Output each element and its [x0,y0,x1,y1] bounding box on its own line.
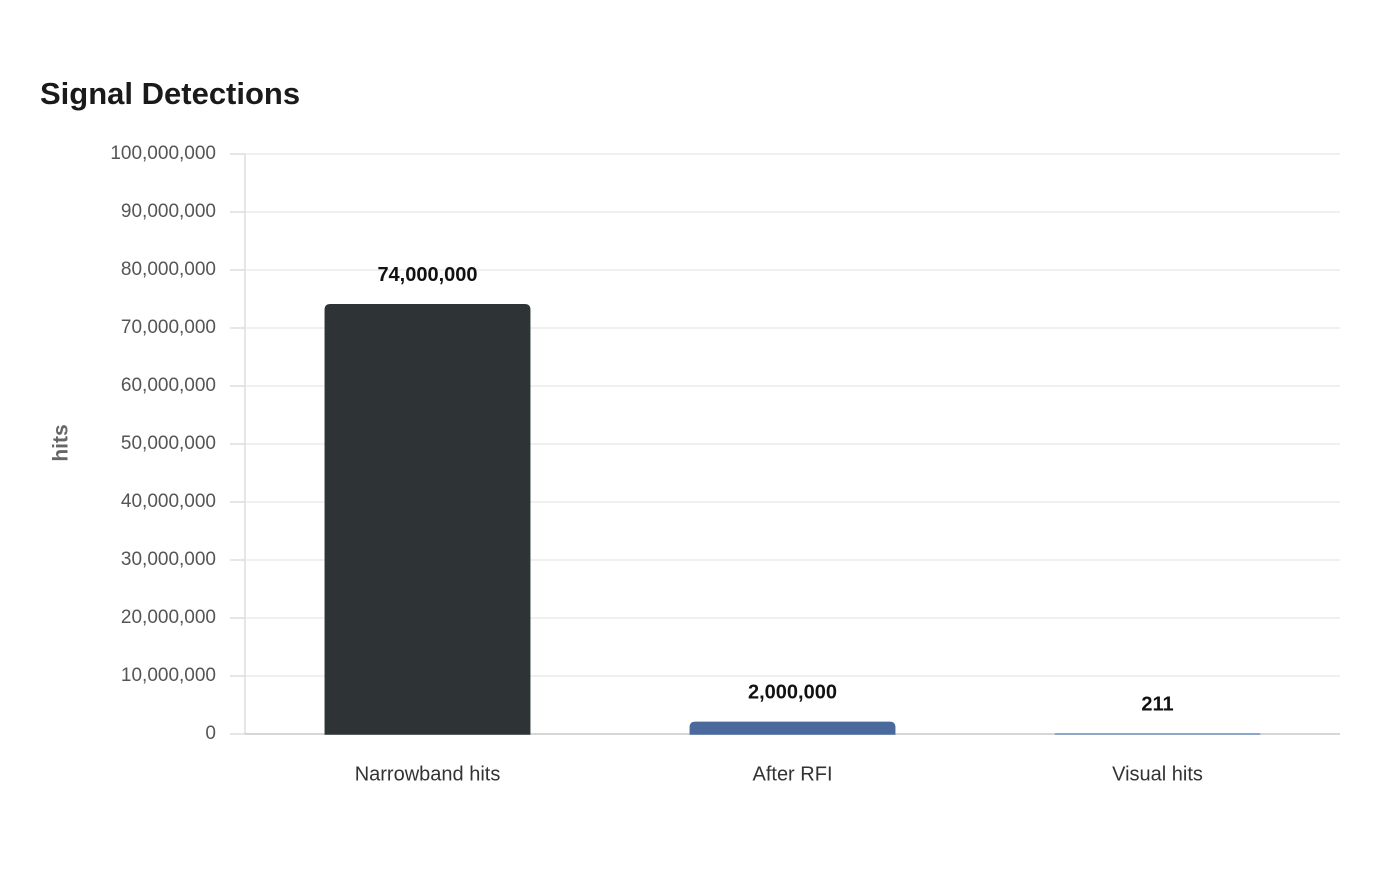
y-tick-label: 60,000,000 [121,375,216,396]
y-tick-label: 80,000,000 [121,259,216,280]
y-tick-label: 10,000,000 [121,665,216,686]
y-tick-label: 90,000,000 [121,201,216,222]
y-axis-label: hits [50,424,73,461]
bar [689,721,896,735]
y-tick-label: 20,000,000 [121,607,216,628]
chart-title: Signal Detections [40,76,300,111]
bar [324,304,531,735]
y-tick-label: 30,000,000 [121,549,216,570]
y-tick-label: 100,000,000 [110,143,216,164]
value-label: 74,000,000 [377,264,477,286]
value-label: 211 [1141,693,1173,715]
y-tick-label: 0 [205,723,216,744]
y-tick-label: 70,000,000 [121,317,216,338]
x-tick-label: Visual hits [1112,763,1203,785]
x-tick-label: After RFI [752,763,832,785]
value-label: 2,000,000 [748,682,837,704]
y-tick-label: 50,000,000 [121,433,216,454]
y-tick-label: 40,000,000 [121,491,216,512]
x-tick-label: Narrowband hits [355,763,501,785]
